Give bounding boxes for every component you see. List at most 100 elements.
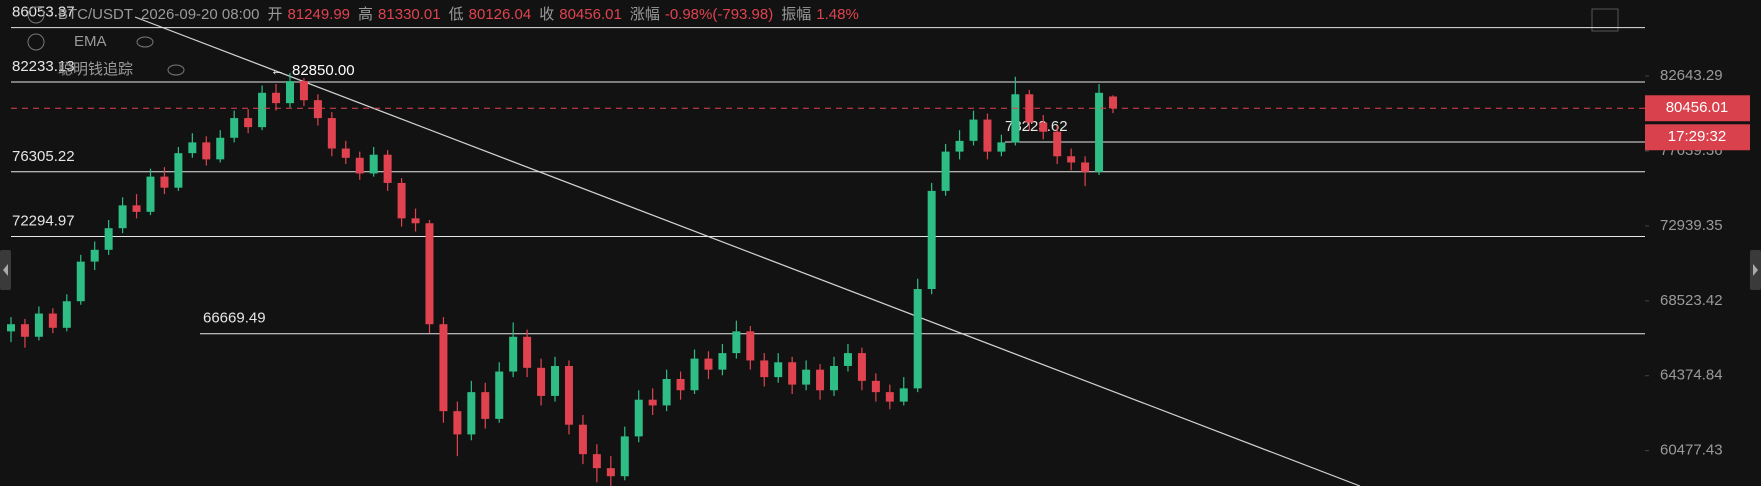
candle-body bbox=[620, 436, 629, 477]
y-tick-label: 64374.84 bbox=[1660, 367, 1723, 384]
candle-body bbox=[648, 399, 657, 406]
candle-body bbox=[676, 378, 685, 391]
candle-body bbox=[788, 362, 797, 385]
candle-body bbox=[397, 182, 406, 219]
candle-body bbox=[927, 190, 936, 290]
candle-body bbox=[899, 388, 908, 402]
candle-body bbox=[230, 118, 239, 138]
trend-line bbox=[134, 16, 1361, 486]
candle-body bbox=[34, 313, 43, 337]
candle-body bbox=[732, 331, 741, 354]
candle-body bbox=[104, 228, 113, 250]
level-label: 76305.22 bbox=[12, 148, 75, 165]
candle-body bbox=[7, 324, 15, 332]
header-field-label: 收 bbox=[539, 6, 554, 23]
header-field-label: 低 bbox=[449, 6, 464, 23]
right-arrow bbox=[1753, 264, 1758, 276]
candle-body bbox=[1039, 122, 1048, 132]
candle-body bbox=[551, 365, 560, 396]
candle-body bbox=[467, 392, 476, 435]
last-price-label: 80456.01 bbox=[1666, 99, 1729, 116]
candle-body bbox=[816, 369, 825, 391]
left-arrow bbox=[3, 264, 8, 276]
header-field-value: 80456.01 bbox=[559, 6, 622, 23]
candle-body bbox=[369, 154, 378, 174]
candle-body bbox=[90, 249, 99, 262]
candle-body bbox=[1011, 94, 1020, 143]
candle-body bbox=[871, 380, 880, 393]
candle-body bbox=[606, 468, 615, 477]
candle-body bbox=[634, 399, 643, 437]
candle-body bbox=[216, 137, 225, 160]
candle-body bbox=[76, 261, 85, 302]
candle-body bbox=[355, 157, 364, 174]
candle-body bbox=[1025, 94, 1034, 123]
candle-body bbox=[411, 218, 420, 224]
candle-body bbox=[774, 362, 783, 378]
candle-body bbox=[1053, 131, 1062, 157]
fullscreen-button[interactable] bbox=[1591, 8, 1619, 32]
candle-body bbox=[272, 92, 281, 104]
header-field-value: 81330.01 bbox=[378, 6, 441, 23]
candle-body bbox=[62, 301, 71, 328]
candle-body bbox=[439, 324, 448, 412]
level-label: 82233.13 bbox=[12, 58, 75, 75]
indicator-label: 聪明钱追踪 bbox=[58, 61, 133, 78]
candle-body bbox=[718, 353, 727, 370]
candle-body bbox=[830, 365, 839, 391]
candle-body bbox=[564, 365, 573, 425]
candle-body bbox=[313, 100, 322, 119]
header-field-value: -0.98%(-793.98) bbox=[665, 6, 773, 23]
candle-body bbox=[802, 369, 811, 385]
level-label: 66669.49 bbox=[203, 310, 266, 327]
candle-body bbox=[244, 118, 253, 128]
symbol: BTC/USDT bbox=[58, 6, 133, 23]
candle-body bbox=[202, 142, 211, 160]
candle-body bbox=[955, 140, 964, 152]
candle-body bbox=[146, 176, 155, 212]
candle-body bbox=[1067, 156, 1076, 163]
y-tick-label: 72939.35 bbox=[1660, 217, 1723, 234]
header-field-value: 81249.99 bbox=[287, 6, 350, 23]
visibility-icon[interactable] bbox=[167, 64, 185, 76]
header-field-value: 80126.04 bbox=[469, 6, 532, 23]
y-tick-label: 60477.43 bbox=[1660, 442, 1723, 459]
candle-body bbox=[453, 411, 462, 435]
countdown-label: 17:29:32 bbox=[1668, 128, 1726, 145]
candle-body bbox=[997, 142, 1006, 152]
header-field-label: 涨幅 bbox=[630, 6, 660, 23]
candle-body bbox=[592, 454, 601, 469]
candle-body bbox=[578, 424, 587, 455]
countdown-tag bbox=[1645, 124, 1750, 151]
candle-body bbox=[1109, 96, 1117, 109]
header-toggle[interactable] bbox=[27, 6, 45, 24]
high-marker-label: 82850.00 bbox=[292, 62, 355, 79]
candle-body bbox=[1081, 162, 1090, 172]
candle-body bbox=[118, 205, 127, 229]
candle-body bbox=[746, 331, 755, 361]
level-label: 78223.62 bbox=[1005, 118, 1068, 135]
y-tick-label: 68523.42 bbox=[1660, 292, 1723, 309]
candle-body bbox=[662, 378, 671, 406]
candle-body bbox=[188, 142, 197, 154]
candle-body bbox=[327, 118, 336, 149]
candle-body bbox=[913, 289, 922, 389]
candle-body bbox=[704, 358, 713, 370]
header-field-label: 高 bbox=[358, 6, 373, 23]
indicator-toggle[interactable] bbox=[27, 33, 45, 51]
candle-body bbox=[425, 223, 434, 325]
candle-body bbox=[299, 81, 308, 101]
indicator-label: EMA bbox=[74, 33, 107, 50]
candle-body bbox=[1095, 92, 1104, 172]
candle-body bbox=[509, 336, 518, 372]
candle-body bbox=[941, 151, 950, 191]
candle-body bbox=[341, 148, 350, 158]
visibility-icon[interactable] bbox=[136, 36, 154, 48]
candle-body bbox=[258, 92, 267, 128]
header-field-label: 开 bbox=[267, 6, 282, 23]
header-field-value: 1.48% bbox=[816, 6, 859, 23]
candle-body bbox=[885, 392, 894, 402]
candle-body bbox=[132, 205, 141, 212]
candle-body bbox=[969, 119, 978, 141]
